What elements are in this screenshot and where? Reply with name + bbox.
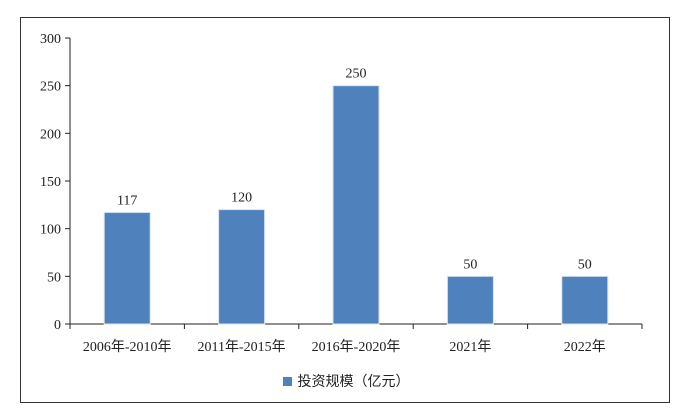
legend-label: 投资规模（亿元） [297,374,410,390]
legend-swatch [282,376,292,386]
y-tick-label: 300 [40,32,61,47]
y-tick-label: 50 [47,270,61,285]
x-tick-label: 2011年-2015年 [198,339,286,355]
data-label: 117 [117,193,137,208]
x-tick-label: 2021年 [449,339,491,355]
data-label: 120 [231,191,252,206]
x-tick-label: 2006年-2010年 [83,339,172,355]
data-label: 50 [578,257,592,272]
bar [218,209,266,325]
bar [332,85,380,325]
bar [561,275,609,325]
x-tick-label: 2022年 [564,339,606,355]
bar [103,211,151,325]
x-tick-label: 2016年-2020年 [312,339,401,355]
y-tick-label: 200 [40,127,61,142]
y-tick-label: 0 [54,318,61,333]
bar [446,275,494,325]
y-tick-label: 250 [40,80,61,95]
y-tick-label: 100 [40,223,61,238]
data-label: 250 [346,67,367,82]
data-label: 50 [463,257,477,272]
legend: 投资规模（亿元） [0,371,692,391]
y-tick-label: 150 [40,175,61,190]
